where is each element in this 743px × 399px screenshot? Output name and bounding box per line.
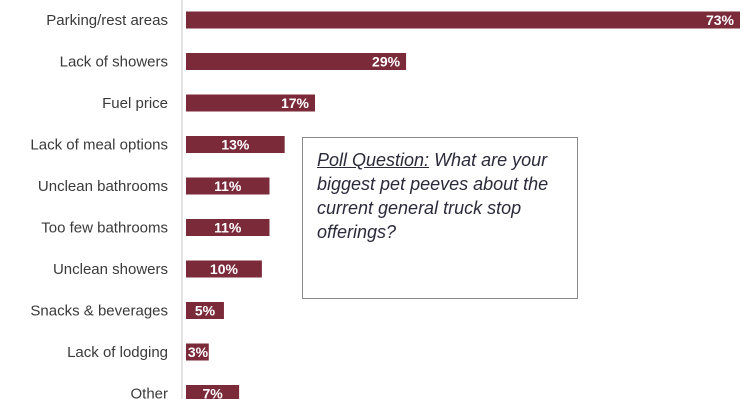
poll-question-callout: Poll Question: What are your biggest pet… <box>302 137 578 299</box>
category-label: Lack of lodging <box>67 344 168 361</box>
value-label: 10% <box>210 261 239 277</box>
value-label: 5% <box>195 303 216 319</box>
bar <box>186 343 209 361</box>
poll-question-lead: Poll Question: <box>317 150 430 170</box>
category-label: Too few bathrooms <box>41 220 168 237</box>
bar <box>186 136 285 153</box>
category-label: Lack of meal options <box>30 137 168 154</box>
bar <box>186 302 224 319</box>
category-label: Snacks & beverages <box>30 303 168 320</box>
value-label: 17% <box>281 95 310 111</box>
category-label: Unclean bathrooms <box>38 178 168 195</box>
bar <box>186 385 240 399</box>
value-label: 73% <box>706 12 735 28</box>
value-label: 11% <box>214 178 242 194</box>
bar <box>186 94 316 112</box>
category-label: Fuel price <box>102 95 168 112</box>
value-label: 29% <box>372 54 401 70</box>
value-label: 7% <box>202 386 223 399</box>
bar <box>186 53 407 70</box>
poll-question-text: What are your biggest pet peeves about t… <box>317 150 549 242</box>
category-label: Other <box>130 386 168 399</box>
bar <box>186 219 270 236</box>
bar <box>186 177 270 195</box>
category-label: Parking/rest areas <box>46 12 168 29</box>
value-label: 11% <box>214 220 242 236</box>
category-label: Lack of showers <box>60 54 168 71</box>
value-label: 3% <box>188 344 209 360</box>
value-label: 13% <box>221 137 250 153</box>
bar <box>186 260 262 278</box>
category-label: Unclean showers <box>53 261 168 278</box>
bar <box>186 11 740 29</box>
